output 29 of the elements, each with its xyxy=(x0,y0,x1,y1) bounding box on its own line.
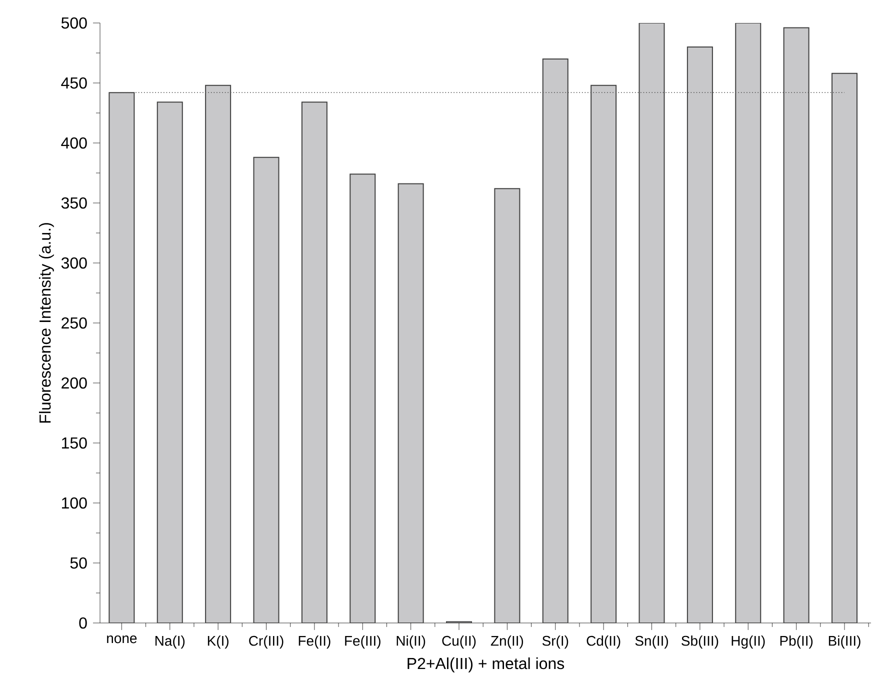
x-tick-label: Hg(II) xyxy=(732,636,765,649)
y-tick-label: 400 xyxy=(61,137,87,149)
x-tick-label: Zn(II) xyxy=(490,636,524,649)
x-tick-label: none xyxy=(107,636,137,644)
y-tick-label: 50 xyxy=(70,557,87,569)
y-tick-label: 450 xyxy=(61,77,87,89)
y-tick-label: 0 xyxy=(79,617,87,629)
x-tick-label: K(I) xyxy=(208,636,228,649)
y-tick-label: 150 xyxy=(62,437,87,449)
y-tick-label: 200 xyxy=(62,377,87,389)
x-tick-label: Sr(I) xyxy=(542,636,568,649)
y-axis-title: Fluorescence Intensity (a.u.) xyxy=(39,223,54,423)
x-tick-label: Fe(III) xyxy=(345,636,380,649)
x-tick-label: Sn(II) xyxy=(635,636,668,649)
x-tick-label: Cr(III) xyxy=(249,636,284,649)
y-tick-label: 300 xyxy=(61,257,87,269)
x-tick-label: Cd(II) xyxy=(586,636,620,649)
y-tick-label: 100 xyxy=(62,497,87,509)
x-tick-label: Fe(II) xyxy=(298,636,330,649)
y-tick-label: 500 xyxy=(61,17,87,29)
x-tick-label: Bi(III) xyxy=(828,636,860,649)
x-axis-title: P2+Al(III) + metal ions xyxy=(408,657,564,672)
x-tick-label: Sb(III) xyxy=(682,636,718,649)
x-tick-label: Na(I) xyxy=(155,636,185,649)
x-tick-label: Ni(II) xyxy=(396,636,426,649)
x-tick-label: Pb(II) xyxy=(780,636,813,649)
x-tick-label: Cu(II) xyxy=(442,636,476,649)
y-tick-label: 350 xyxy=(61,197,87,209)
y-tick-label: 250 xyxy=(62,317,87,329)
